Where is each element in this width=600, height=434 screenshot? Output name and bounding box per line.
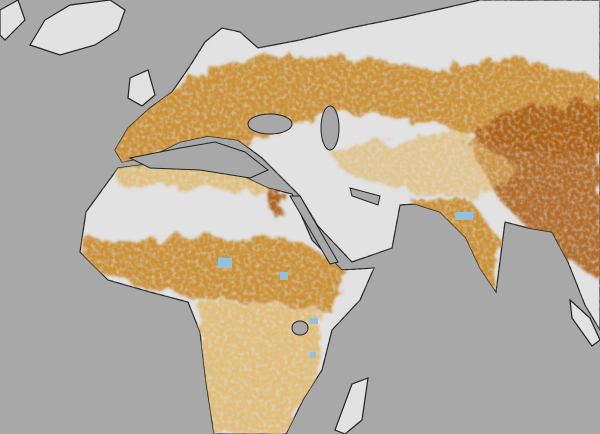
- negative-patch: [310, 318, 318, 324]
- greenland-fragment: [0, 0, 26, 41]
- greenland-iceland: [29, 0, 126, 56]
- lake-victoria: [291, 320, 309, 336]
- british-isles: [127, 69, 156, 107]
- black-sea: [247, 113, 293, 135]
- negative-patch: [218, 258, 232, 268]
- negative-patch: [455, 212, 473, 220]
- persian-gulf: [349, 187, 381, 206]
- negative-patch: [280, 272, 288, 280]
- negative-patch: [310, 352, 316, 358]
- japan-islands: [569, 298, 600, 347]
- red-sea: [289, 195, 339, 265]
- mediterranean-sea: [128, 141, 269, 179]
- caspian-sea: [320, 105, 340, 151]
- madagascar: [334, 377, 369, 434]
